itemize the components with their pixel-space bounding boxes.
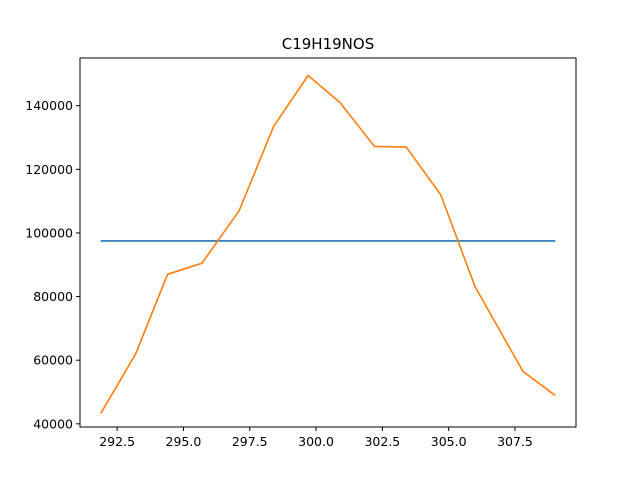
x-tick-label: 305.0: [431, 434, 467, 449]
data-point-2-2: [134, 353, 137, 355]
data-point-2-6: [272, 125, 275, 128]
data-point-2-7: [307, 74, 309, 77]
y-tick-label: 140000: [25, 98, 73, 113]
data-point-2-8: [339, 101, 341, 104]
x-tick-label: 297.5: [232, 434, 268, 449]
plot-frame: [79, 57, 577, 428]
x-axis: 292.5 295.0 297.5 300.0 302.5 305.0 307.5: [99, 427, 533, 449]
chart-title: C19H19NOS: [282, 35, 374, 53]
data-point-1-1: [100, 240, 103, 242]
data-point-2-14: [553, 394, 556, 396]
y-tick-label: 100000: [25, 225, 73, 240]
series-line-2: [100, 74, 556, 414]
x-tick-label: 300.0: [298, 434, 334, 449]
y-axis: 40000 60000 80000 100000 120000 140000: [25, 98, 80, 431]
data-point-2-12: [474, 286, 477, 288]
data-point-2-13: [522, 370, 524, 373]
data-point-2-9: [373, 145, 376, 148]
x-tick-label: 302.5: [364, 434, 400, 449]
data-point-2-10: [405, 146, 408, 148]
y-tick-label: 120000: [25, 162, 73, 177]
y-tick-label: 60000: [33, 353, 73, 368]
x-tick-label: 295.0: [166, 434, 202, 449]
data-point-2-3: [166, 273, 169, 276]
data-point-1-2: [553, 240, 556, 242]
data-point-2-5: [238, 209, 240, 212]
y-tick-label: 80000: [33, 289, 73, 304]
x-tick-label: 307.5: [497, 434, 533, 449]
plot-area: [100, 74, 556, 414]
y-tick-label: 40000: [33, 416, 73, 431]
x-tick-label: 292.5: [99, 434, 135, 449]
data-point-2-4: [201, 262, 203, 264]
data-point-2-11: [439, 193, 442, 196]
data-point-2-1: [100, 411, 103, 414]
